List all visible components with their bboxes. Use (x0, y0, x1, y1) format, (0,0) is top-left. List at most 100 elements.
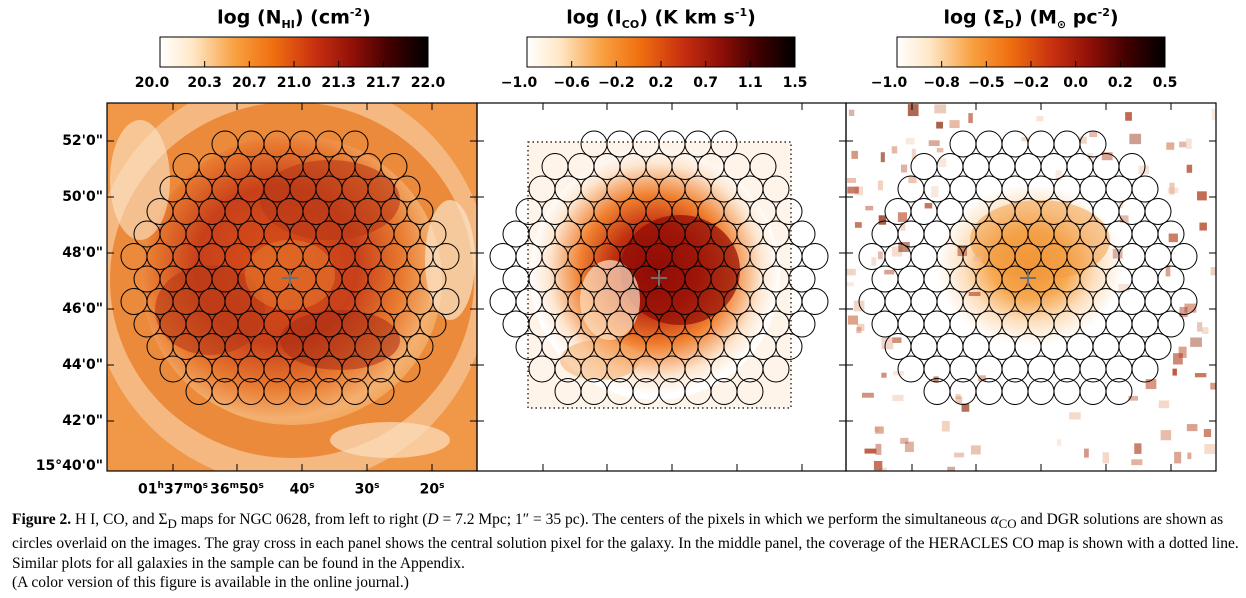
y-tick-label: 50'0" (62, 189, 103, 205)
central-pixel-cross-dust (1020, 270, 1036, 286)
solution-pixel-circle (1131, 175, 1159, 203)
y-tick-label: 44'0" (62, 357, 103, 373)
noise-speck (1210, 382, 1216, 390)
co-solution-circles (489, 130, 829, 405)
colorbars (159, 36, 1166, 68)
y-tick-label: 46'0" (62, 301, 103, 317)
noise-speck (877, 251, 883, 260)
solution-pixel-circle (1131, 355, 1159, 383)
noise-speck (892, 394, 904, 402)
solution-pixel-circle (341, 130, 369, 158)
noise-speck (1199, 222, 1207, 231)
noise-speck (949, 120, 960, 129)
noise-speck (854, 186, 864, 196)
noise-speck (1069, 412, 1081, 420)
noise-speck (879, 467, 887, 471)
colorbar-tick-label: 20.3 (187, 75, 222, 91)
noise-speck (856, 323, 865, 331)
panels (106, 102, 1217, 472)
colorbar-tick-label: 20.7 (232, 75, 267, 91)
noise-speck (1201, 327, 1209, 334)
dust-map-panel (846, 103, 1216, 471)
color-version-note: (A color version of this figure is avail… (12, 574, 409, 591)
colorbar-title-hi: log (NHI) (cm-2) (217, 6, 371, 32)
noise-speck (884, 269, 895, 275)
noise-speck (1178, 346, 1187, 358)
figure-caption: Figure 2. H I, CO, and ΣD maps for NGC 0… (12, 511, 1239, 573)
colorbar-tick-label: 21.0 (276, 75, 312, 91)
solution-pixel-circle (406, 333, 434, 360)
noise-speck (875, 443, 882, 455)
colorbar-tick-label: 21.3 (321, 75, 356, 91)
noise-speck (1197, 191, 1207, 201)
solution-pixel-circle (788, 265, 816, 293)
x-tick-label: 20s (419, 481, 445, 498)
noise-speck (1145, 379, 1157, 390)
colorbar-tick-label: 0.0 (1063, 75, 1089, 91)
noise-speck (1118, 284, 1130, 292)
colorbar-tick-label: 20.0 (134, 75, 170, 91)
solution-pixel-circle (1118, 153, 1146, 180)
y-tick-label: 42'0" (62, 413, 103, 429)
noise-speck (1197, 322, 1203, 332)
noise-speck (957, 245, 968, 257)
noise-speck (891, 146, 898, 154)
noise-speck (936, 147, 944, 153)
noise-speck (1158, 400, 1170, 409)
colorbar-tick-label: 0.7 (693, 75, 719, 91)
colorbar-tick-label: −1.0 (500, 75, 538, 91)
noise-speck (873, 460, 883, 471)
noise-speck (933, 376, 939, 383)
noise-speck (1186, 424, 1198, 432)
noise-speck (1186, 138, 1192, 149)
noise-speck (1173, 353, 1183, 365)
solution-pixel-circle (1079, 130, 1107, 158)
noise-speck (891, 246, 903, 257)
solution-pixel-circle (1144, 198, 1172, 225)
solution-pixel-circle (801, 243, 829, 270)
solution-pixel-circle (1105, 378, 1133, 405)
noise-speck (1190, 337, 1202, 347)
noise-speck (900, 437, 909, 444)
noise-speck (1021, 137, 1030, 142)
noise-speck (878, 215, 887, 225)
noise-speck (847, 186, 859, 194)
noise-speck (968, 113, 973, 124)
noise-speck (1166, 142, 1175, 150)
noise-speck (881, 337, 894, 350)
noise-speck (1036, 115, 1044, 122)
colorbar-tick-label: 22.0 (410, 75, 446, 91)
solution-pixel-circle (419, 220, 447, 248)
noise-speck (1194, 373, 1207, 378)
dust-solution-circles (858, 130, 1198, 405)
noise-speck (1084, 448, 1089, 458)
solution-pixel-circle (775, 333, 803, 360)
colorbar-tick-label: −0.6 (553, 75, 590, 91)
solution-pixel-circle (762, 355, 790, 383)
central-pixel-cross-co (651, 270, 667, 286)
noise-speck (1112, 248, 1123, 259)
noise-speck (874, 427, 880, 432)
noise-speck (968, 291, 981, 297)
noise-speck (961, 403, 970, 412)
solution-pixel-circle (762, 175, 790, 203)
solution-pixel-circle (749, 153, 777, 180)
y-tick-label: 52'0" (62, 133, 103, 149)
noise-speck (905, 137, 915, 145)
noise-speck (1131, 459, 1143, 466)
axis-ticks (107, 103, 1216, 471)
noise-speck (897, 212, 908, 222)
solution-pixel-circle (1157, 265, 1185, 293)
noise-speck (881, 372, 887, 378)
figure-label: Figure 2. (12, 511, 72, 528)
solution-pixel-circle (710, 130, 738, 158)
noise-speck (1134, 443, 1142, 454)
y-tick-label: 48'0" (62, 245, 103, 261)
solution-pixel-circle (1157, 310, 1185, 338)
noise-speck (851, 150, 859, 159)
noise-speck (924, 203, 933, 209)
colorbar-tick-label: 1.5 (782, 75, 808, 91)
solution-pixel-circle (788, 310, 816, 338)
noise-speck (1184, 303, 1197, 313)
noise-speck (954, 452, 965, 458)
